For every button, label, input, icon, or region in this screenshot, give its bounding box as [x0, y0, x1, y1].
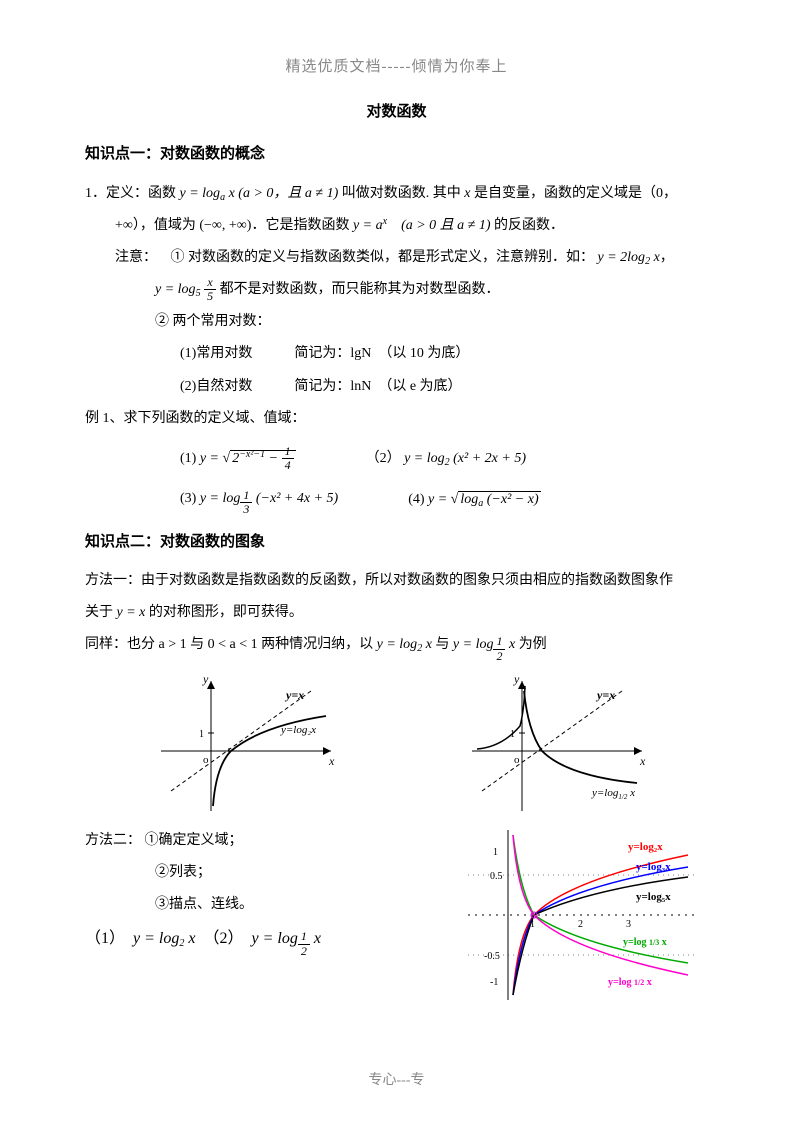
color-log-chart: 1 0.5 -0.5 -1 1 2 3 y=log₂x y=log₃x y=lo…: [458, 825, 708, 1005]
ex1-3-f: y = log13 (−x² + 4x + 5): [200, 491, 338, 506]
doc-header: 精选优质文档-----倾情为你奉上: [85, 50, 708, 85]
method1-line3: 同样：也分 a > 1 与 0 < a < 1 两种情况归纳，以 y = log…: [85, 629, 708, 662]
note1: ① 对数函数的定义与指数函数类似，都是形式定义，注意辨别．如：: [171, 250, 595, 265]
m2: 方法二：: [85, 833, 141, 848]
ex1-4-f: y = √loga (−x² − x): [428, 491, 541, 507]
method2-block: 方法二： ①确定定义域； ②列表； ③描点、连线。 （1） y = log2 x…: [85, 825, 458, 958]
method2-label: 方法二： ①确定定义域；: [85, 825, 458, 857]
doc-footer: 专心---专: [0, 1065, 793, 1097]
ex1-1-label: (1): [180, 451, 200, 466]
graphs-row: y x o y=x y=log₂x 1 y x o y=x y=log1/2 x: [85, 671, 708, 821]
m1c-c: 与: [435, 637, 453, 652]
label-log13: y=log 1/3 x: [623, 937, 667, 948]
m1c-d: y = log12 x: [453, 637, 515, 652]
example1: 例 1、求下列函数的定义域、值域：: [85, 403, 708, 435]
ex1-3-label: (3): [180, 491, 200, 506]
ytick--0.5: -0.5: [484, 951, 500, 962]
tick-1: 1: [510, 729, 515, 740]
curve-label: y=log1/2 x: [591, 787, 635, 801]
note2-1: (1)常用对数 简记为：lgN （以 10 为底）: [85, 338, 708, 370]
def-var: x: [464, 186, 470, 201]
xtick-2: 2: [578, 919, 583, 930]
bottom-row: 方法二： ①确定定义域； ②列表； ③描点、连线。 （1） y = log2 x…: [85, 825, 708, 1005]
m2-2: ②列表；: [85, 857, 458, 889]
label-log5: y=log₅x: [636, 891, 671, 903]
example1-row2: (3) y = log13 (−x² + 4x + 5) (4) y = √lo…: [85, 483, 708, 516]
frac-den: 5: [204, 290, 216, 303]
ex1-2: （2） y = log2 (x² + 2x + 5): [366, 443, 526, 475]
section1-heading: 知识点一：对数函数的概念: [85, 137, 708, 172]
tick-1: 1: [199, 729, 204, 740]
def2a: +∞），值域为 (−∞, +∞)．它是指数函数: [115, 218, 353, 233]
fraction-x-5: x 5: [204, 276, 216, 303]
def2b: y = ax (a > 0 且 a ≠ 1): [353, 218, 491, 233]
m2-examples: （1） y = log2 x （2） y = log12 x: [85, 921, 458, 958]
def-formula: y = loga x (a > 0，且 a ≠ 1): [180, 186, 339, 201]
definition-line2: +∞），值域为 (−∞, +∞)．它是指数函数 y = ax (a > 0 且 …: [85, 210, 708, 242]
section2-heading-text: 知识点二：对数函数的图象: [85, 534, 265, 550]
ex1-3: (3) y = log13 (−x² + 4x + 5): [180, 483, 338, 516]
xtick-3: 3: [626, 919, 631, 930]
method1-line2: 关于 y = x 的对称图形，即可获得。: [85, 597, 708, 629]
section1-heading-text: 知识点一：对数函数的概念: [85, 146, 265, 162]
ex1-2-label: （2）: [366, 451, 401, 466]
page: 精选优质文档-----倾情为你奉上 对数函数 知识点一：对数函数的概念 1．定义…: [0, 0, 793, 1122]
doc-title: 对数函数: [85, 95, 708, 130]
note1-line2: y = log5 x 5 都不是对数函数，而只能称其为对数型函数．: [85, 274, 708, 306]
def2c: 的反函数．: [494, 218, 564, 233]
ex1-4-label: (4): [408, 492, 428, 507]
ex1-4: (4) y = √loga (−x² − x): [408, 484, 540, 516]
note2: ② 两个常用对数：: [85, 306, 708, 338]
diag-label: y=x: [595, 688, 615, 702]
ylabel: y: [513, 672, 520, 686]
m1c-a: 同样：也分 a > 1 与 0 < a < 1 两种情况归纳，以: [85, 637, 377, 652]
section2-heading: 知识点二：对数函数的图象: [85, 525, 708, 560]
ytick--1: -1: [490, 977, 498, 988]
label-log12: y=log 1/2 x: [608, 977, 652, 988]
note1-tail: 都不是对数函数，而只能称其为对数型函数．: [220, 282, 500, 297]
xlabel: x: [639, 754, 646, 768]
diag-label: y=x: [284, 688, 304, 702]
ex1-2-f: y = log2 (x² + 2x + 5): [404, 451, 526, 466]
curve-label: y=log₂x: [280, 724, 316, 736]
ex1-1-f: y = √2−x²−1 − 14: [200, 450, 296, 466]
ex1-1: (1) y = √2−x²−1 − 14: [180, 443, 296, 475]
note1-f1: y = 2log2 x: [598, 250, 660, 265]
example1-row1: (1) y = √2−x²−1 − 14 （2） y = log2 (x² + …: [85, 443, 708, 475]
method1-line1: 方法一：由于对数函数是指数函数的反函数，所以对数函数的图象只须由相应的指数函数图…: [85, 565, 708, 597]
ylabel: y: [202, 672, 209, 686]
note2-2: (2)自然对数 简记为：lnN （以 e 为底）: [85, 371, 708, 403]
m1c-b: y = log2 x: [377, 637, 432, 652]
def-prefix: 1．定义：函数: [85, 186, 180, 201]
m1c-e: 为例: [519, 637, 547, 652]
note-label: 注意：: [85, 242, 167, 274]
ytick-1: 1: [493, 847, 498, 858]
definition-line1: 1．定义：函数 y = loga x (a > 0，且 a ≠ 1) 叫做对数函…: [85, 178, 708, 210]
ytick-0.5: 0.5: [490, 871, 503, 882]
m2-1: ①确定定义域；: [145, 833, 243, 848]
def-mid: 叫做对数函数. 其中: [342, 186, 465, 201]
label-log3: y=log₃x: [636, 861, 671, 873]
xlabel: x: [328, 754, 335, 768]
graph-log-half-x: y x o y=x y=log1/2 x 1: [452, 671, 652, 821]
graph-log2x: y x o y=x y=log₂x 1: [141, 671, 341, 821]
def-tail: 是自变量，函数的定义域是（0，: [474, 186, 677, 201]
frac-num: x: [204, 276, 215, 290]
note-block: 注意： ① 对数函数的定义与指数函数类似，都是形式定义，注意辨别．如： y = …: [85, 242, 708, 274]
label-log2: y=log₂x: [628, 841, 663, 853]
m2-3: ③描点、连线。: [85, 889, 458, 921]
note1-f2: y = log5 x 5: [155, 282, 220, 297]
